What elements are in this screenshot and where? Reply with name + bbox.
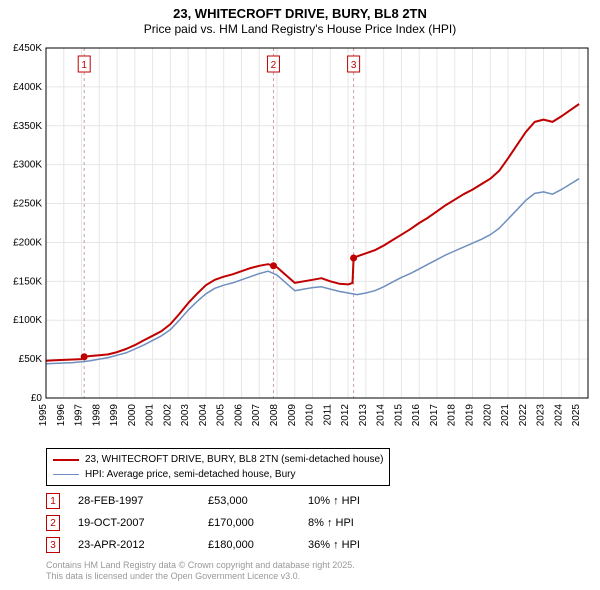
svg-text:2021: 2021: [500, 404, 511, 427]
svg-text:2016: 2016: [411, 404, 422, 427]
event-date: 23-APR-2012: [78, 539, 208, 551]
legend-swatch-hpi: [53, 474, 79, 475]
event-row: 3 23-APR-2012 £180,000 36% ↑ HPI: [46, 534, 360, 556]
event-marker: 2: [46, 515, 60, 531]
svg-text:2004: 2004: [198, 404, 209, 427]
event-date: 19-OCT-2007: [78, 517, 208, 529]
event-price: £180,000: [208, 539, 308, 551]
footer-line2: This data is licensed under the Open Gov…: [46, 571, 355, 582]
svg-text:2009: 2009: [287, 404, 298, 427]
event-marker: 1: [46, 493, 60, 509]
svg-text:2011: 2011: [322, 404, 333, 426]
event-marker: 3: [46, 537, 60, 553]
svg-text:2013: 2013: [358, 404, 369, 427]
svg-text:2023: 2023: [536, 404, 547, 427]
svg-text:1997: 1997: [74, 404, 85, 427]
svg-text:£450K: £450K: [13, 43, 42, 54]
legend-row-hpi: HPI: Average price, semi-detached house,…: [53, 467, 383, 482]
svg-text:2003: 2003: [180, 404, 191, 427]
svg-text:1996: 1996: [56, 404, 67, 427]
event-price: £53,000: [208, 495, 308, 507]
title-block: 23, WHITECROFT DRIVE, BURY, BL8 2TN Pric…: [0, 0, 600, 37]
svg-text:£200K: £200K: [13, 237, 42, 248]
footer-line1: Contains HM Land Registry data © Crown c…: [46, 560, 355, 571]
legend-box: 23, WHITECROFT DRIVE, BURY, BL8 2TN (sem…: [46, 448, 390, 486]
event-delta: 10% ↑ HPI: [308, 495, 360, 507]
event-date: 28-FEB-1997: [78, 495, 208, 507]
svg-text:£250K: £250K: [13, 199, 42, 210]
events-block: 1 28-FEB-1997 £53,000 10% ↑ HPI 2 19-OCT…: [46, 490, 360, 556]
svg-text:2019: 2019: [464, 404, 475, 427]
svg-text:2022: 2022: [518, 404, 529, 427]
svg-text:2025: 2025: [571, 404, 582, 427]
svg-text:£350K: £350K: [13, 121, 42, 132]
svg-text:2001: 2001: [145, 404, 156, 427]
svg-text:1: 1: [81, 60, 87, 71]
legend-swatch-property: [53, 459, 79, 461]
footer-block: Contains HM Land Registry data © Crown c…: [46, 560, 355, 583]
svg-text:2014: 2014: [376, 404, 387, 427]
legend-label-property: 23, WHITECROFT DRIVE, BURY, BL8 2TN (sem…: [85, 452, 383, 467]
svg-text:1998: 1998: [91, 404, 102, 427]
svg-text:2024: 2024: [553, 404, 564, 427]
svg-text:2015: 2015: [393, 404, 404, 427]
svg-text:2007: 2007: [251, 404, 262, 427]
svg-text:£0: £0: [31, 393, 43, 404]
event-row: 2 19-OCT-2007 £170,000 8% ↑ HPI: [46, 512, 360, 534]
svg-text:2008: 2008: [269, 404, 280, 427]
legend-label-hpi: HPI: Average price, semi-detached house,…: [85, 467, 295, 482]
svg-text:£300K: £300K: [13, 160, 42, 171]
legend-row-property: 23, WHITECROFT DRIVE, BURY, BL8 2TN (sem…: [53, 452, 383, 467]
event-delta: 8% ↑ HPI: [308, 517, 354, 529]
svg-text:2012: 2012: [340, 404, 351, 427]
svg-text:£50K: £50K: [19, 354, 43, 365]
svg-text:2018: 2018: [447, 404, 458, 427]
svg-text:2000: 2000: [127, 404, 138, 427]
svg-text:£150K: £150K: [13, 276, 42, 287]
event-row: 1 28-FEB-1997 £53,000 10% ↑ HPI: [46, 490, 360, 512]
chart-container: 23, WHITECROFT DRIVE, BURY, BL8 2TN Pric…: [0, 0, 600, 590]
svg-text:1995: 1995: [38, 404, 49, 427]
chart-svg: £0 £50K £100K £150K £200K £250K £300K £350K £400…: [0, 42, 600, 442]
title-line1: 23, WHITECROFT DRIVE, BURY, BL8 2TN: [0, 6, 600, 22]
svg-text:2020: 2020: [482, 404, 493, 427]
svg-text:2: 2: [271, 60, 277, 71]
svg-text:2005: 2005: [216, 404, 227, 427]
svg-text:£100K: £100K: [13, 315, 42, 326]
svg-text:£400K: £400K: [13, 82, 42, 93]
chart-area: £0 £50K £100K £150K £200K £250K £300K £350K £400…: [0, 42, 600, 442]
title-line2: Price paid vs. HM Land Registry's House …: [0, 22, 600, 37]
svg-text:2010: 2010: [305, 404, 316, 427]
svg-text:2017: 2017: [429, 404, 440, 427]
svg-text:3: 3: [351, 60, 357, 71]
svg-text:2002: 2002: [162, 404, 173, 427]
event-price: £170,000: [208, 517, 308, 529]
svg-text:2006: 2006: [233, 404, 244, 427]
event-delta: 36% ↑ HPI: [308, 539, 360, 551]
svg-text:1999: 1999: [109, 404, 120, 427]
